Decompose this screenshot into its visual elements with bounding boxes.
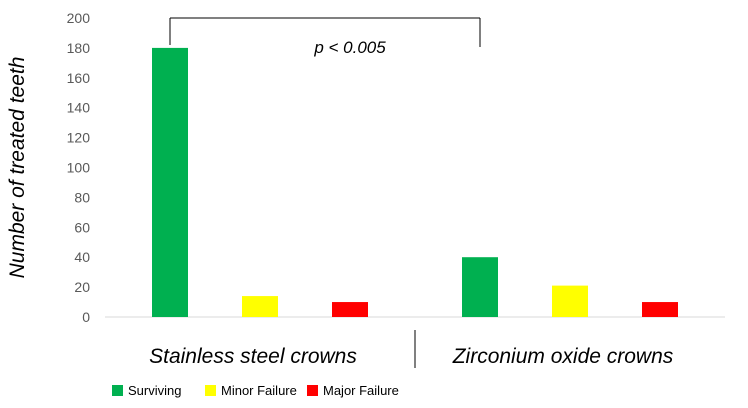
y-tick-label: 200 [67, 10, 91, 26]
y-tick-label: 0 [82, 309, 90, 325]
legend-label: Surviving [128, 383, 181, 398]
bar-surviving [462, 257, 498, 317]
bar-surviving [152, 47, 188, 318]
y-tick-label: 40 [74, 249, 90, 265]
category-label: Zirconium oxide crowns [452, 345, 674, 368]
y-tick-label: 180 [67, 40, 91, 56]
legend-swatch [205, 385, 216, 396]
bar-major-failure [332, 302, 368, 317]
y-axis-label: Number of treated teeth [6, 57, 29, 279]
bar-minor-failure [552, 285, 588, 317]
y-tick-label: 80 [74, 189, 90, 205]
significance-bracket [169, 17, 481, 47]
y-tick-label: 100 [67, 160, 91, 176]
legend: Surviving Minor Failure Major Failure [112, 383, 399, 398]
y-tick-label: 20 [74, 279, 90, 295]
legend-label: Minor Failure [221, 383, 297, 398]
legend-swatch [307, 385, 318, 396]
bar-minor-failure [242, 296, 278, 317]
y-tick-label: 120 [67, 130, 91, 146]
legend-swatch [112, 385, 123, 396]
bar-major-failure [642, 302, 678, 317]
category-labels: Stainless steel crowns Zirconium oxide cr… [149, 345, 674, 368]
y-tick-label: 140 [67, 100, 91, 116]
y-tick-label: 60 [74, 219, 90, 235]
p-value-annotation: p < 0.005 [313, 38, 386, 57]
category-label: Stainless steel crowns [149, 345, 357, 368]
y-tick-label: 160 [67, 70, 91, 86]
bars [152, 47, 678, 318]
y-axis-ticks: 0 20 40 60 80 100 120 140 160 180 200 [67, 10, 91, 325]
legend-label: Major Failure [323, 383, 399, 398]
